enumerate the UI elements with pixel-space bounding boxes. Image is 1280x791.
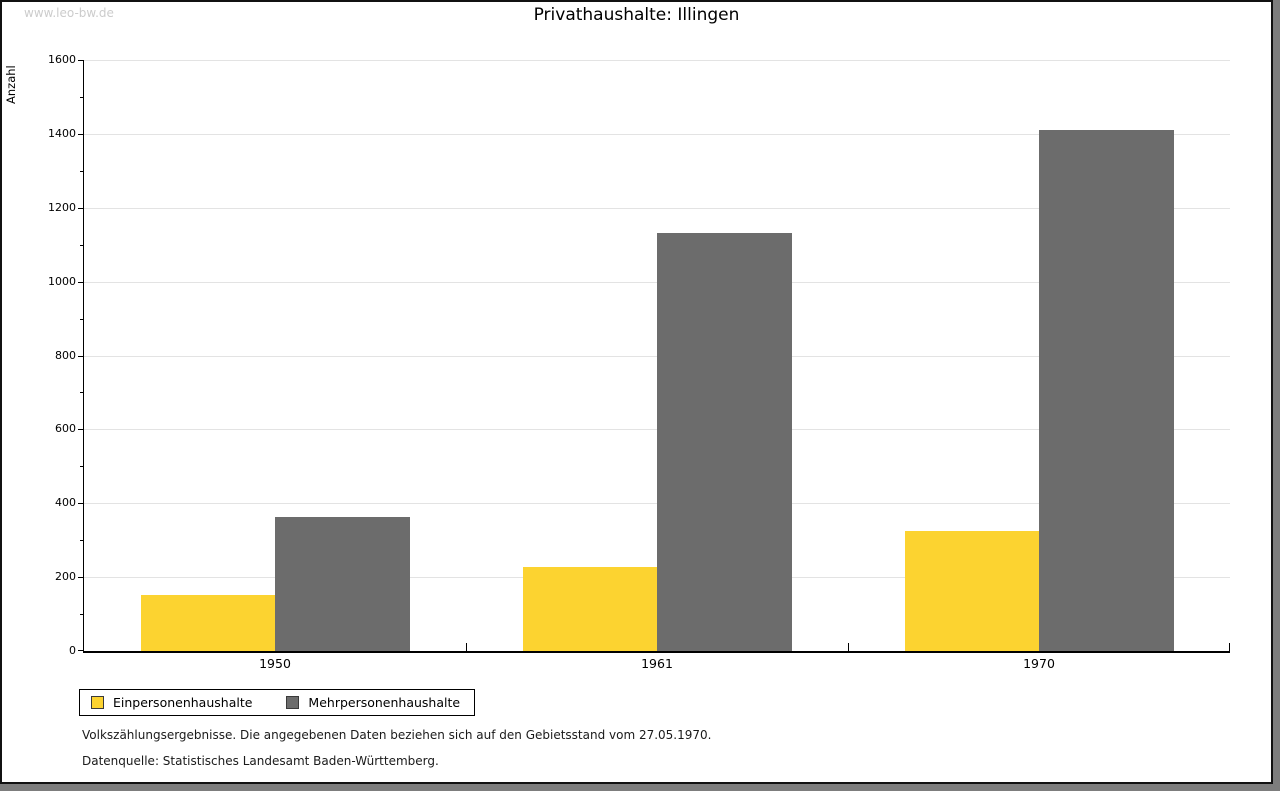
bar-mehrpersonenhaushalte-1970 bbox=[1039, 130, 1174, 651]
x-axis-tick-1 bbox=[466, 643, 467, 651]
y-axis-minor-tick-1300 bbox=[80, 170, 83, 172]
y-axis-tick-label-1000: 1000 bbox=[48, 274, 76, 288]
chart-title: Privathaushalte: Illingen bbox=[533, 5, 740, 25]
y-axis-minor-tick-700 bbox=[80, 392, 83, 394]
gridline-1600 bbox=[84, 60, 1230, 61]
legend-item-einpersonenhaushalte: Einpersonenhaushalte bbox=[91, 695, 252, 710]
y-axis-tick-400 bbox=[78, 503, 83, 505]
footnote-source-note: Volkszählungsergebnisse. Die angegebenen… bbox=[82, 728, 712, 742]
y-axis-tick-0 bbox=[78, 650, 83, 651]
legend-swatch-einpersonenhaushalte bbox=[91, 696, 104, 709]
y-axis-minor-tick-300 bbox=[80, 540, 83, 542]
y-axis-minor-tick-1100 bbox=[80, 244, 83, 246]
y-axis-tick-600 bbox=[78, 429, 83, 431]
y-axis-tick-label-1400: 1400 bbox=[48, 126, 76, 140]
y-axis-tick-1400 bbox=[78, 133, 83, 135]
y-axis-tick-800 bbox=[78, 355, 83, 357]
y-axis-label: Anzahl bbox=[4, 65, 18, 104]
y-axis-tick-label-0: 0 bbox=[69, 644, 76, 657]
bar-einpersonenhaushalte-1970 bbox=[905, 530, 1039, 651]
bar-mehrpersonenhaushalte-1961 bbox=[657, 233, 792, 651]
y-axis-tick-label-400: 400 bbox=[55, 496, 76, 510]
y-axis-minor-tick-100 bbox=[80, 614, 83, 616]
x-axis-label-1961: 1961 bbox=[641, 656, 673, 671]
gridline-1400 bbox=[84, 133, 1230, 135]
x-axis-tick-2 bbox=[848, 643, 849, 651]
x-axis-label-1970: 1970 bbox=[1023, 656, 1055, 671]
y-axis-tick-1200 bbox=[78, 207, 83, 209]
legend-box: Einpersonenhaushalte Mehrpersonenhaushalt… bbox=[79, 689, 476, 716]
legend-label: Einpersonenhaushalte bbox=[113, 695, 253, 710]
legend-item-mehrpersonenhaushalte: Mehrpersonenhaushalte bbox=[286, 695, 460, 710]
bar-mehrpersonenhaushalte-1950 bbox=[275, 516, 410, 651]
y-axis-minor-tick-900 bbox=[80, 318, 83, 320]
y-axis-tick-label-600: 600 bbox=[55, 422, 76, 436]
watermark-text: www.leo-bw.de bbox=[24, 6, 114, 20]
x-axis-label-1950: 1950 bbox=[259, 656, 291, 671]
x-axis-tick-3 bbox=[1229, 643, 1230, 651]
legend-swatch-mehrpersonenhaushalte bbox=[286, 696, 300, 709]
plot-area: 0 200 400 600 800 1000 1200 1400 1600 1950 1961 197… bbox=[48, 53, 1230, 671]
footnote-data-source: Datenquelle: Statistisches Landesamt Bad… bbox=[82, 754, 439, 768]
y-axis-minor-tick-500 bbox=[80, 466, 83, 468]
bar-einpersonenhaushalte-1961 bbox=[523, 567, 657, 651]
y-axis-tick-1600 bbox=[78, 60, 83, 61]
y-axis-tick-label-1200: 1200 bbox=[48, 200, 76, 214]
y-axis-tick-label-200: 200 bbox=[55, 570, 76, 584]
y-axis-tick-200 bbox=[78, 577, 83, 579]
y-axis-tick-1000 bbox=[78, 281, 83, 283]
y-axis-tick-label-1600: 1600 bbox=[48, 53, 76, 66]
y-axis-tick-label-800: 800 bbox=[55, 348, 76, 362]
legend-label: Mehrpersonenhaushalte bbox=[308, 695, 461, 710]
gridline-1200 bbox=[84, 207, 1230, 209]
bar-einpersonenhaushalte-1950 bbox=[141, 594, 275, 651]
y-axis-minor-tick-1500 bbox=[80, 96, 83, 98]
